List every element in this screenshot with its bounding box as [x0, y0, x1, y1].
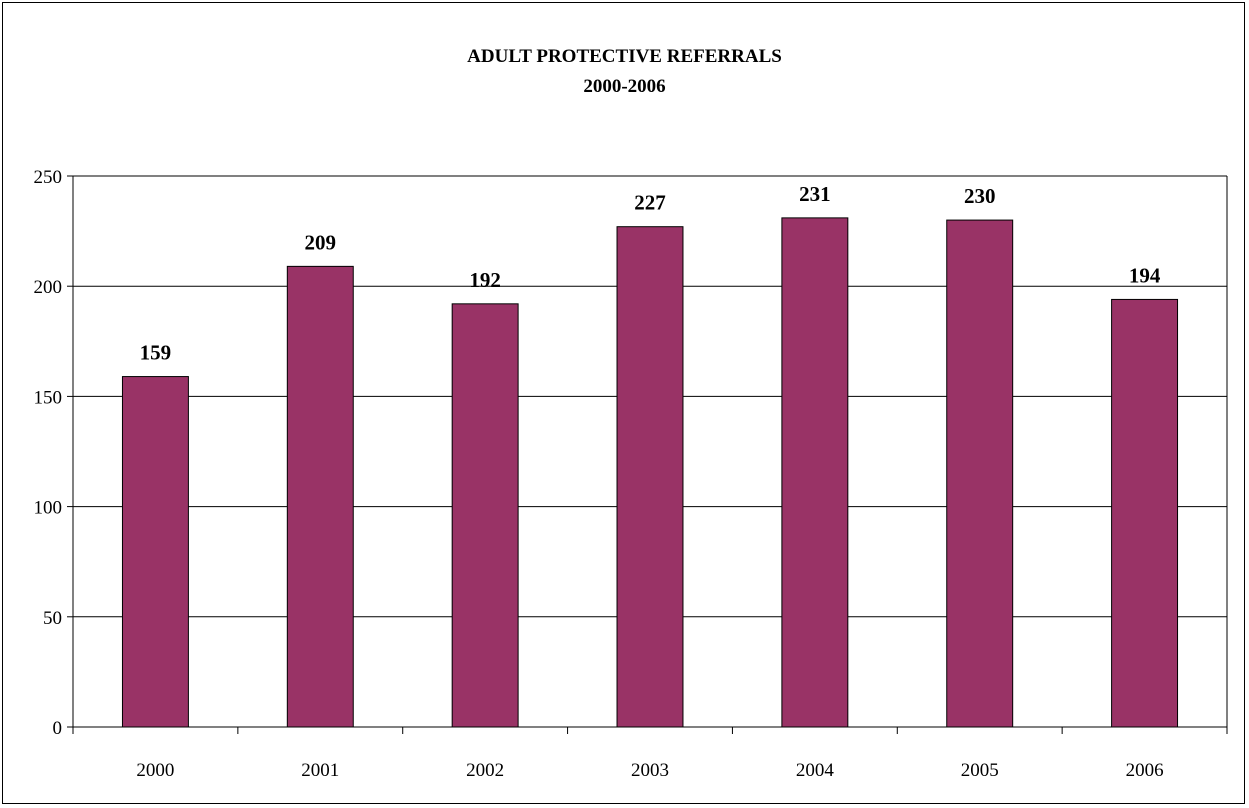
x-tick-label-2002: 2002 [466, 760, 504, 781]
data-label-2001: 209 [305, 230, 337, 254]
x-tick-label-2001: 2001 [301, 760, 339, 781]
bars [121, 217, 1179, 728]
bar-2001 [286, 265, 354, 728]
bar-2005 [946, 219, 1014, 728]
y-tick-label: 250 [34, 167, 63, 188]
data-labels: 159 209 192 227 231 230 194 [140, 182, 1161, 365]
y-tick-label: 150 [34, 387, 63, 408]
bar-2003 [616, 226, 684, 728]
data-label-2006: 194 [1129, 263, 1161, 287]
data-label-2003: 227 [634, 191, 666, 215]
bar-2002 [451, 303, 519, 728]
y-tick-labels: 0 50 100 150 200 250 [34, 167, 63, 739]
x-tick-label-2003: 2003 [631, 760, 669, 781]
bar-2006 [1111, 298, 1179, 728]
x-tick-label-2000: 2000 [136, 760, 174, 781]
axes [67, 175, 1228, 734]
data-label-2005: 230 [964, 184, 996, 208]
y-tick-label: 50 [43, 608, 62, 629]
x-tick-label-2005: 2005 [961, 760, 999, 781]
x-tick-label-2006: 2006 [1126, 760, 1164, 781]
bar-2004 [781, 217, 849, 728]
data-label-2000: 159 [140, 341, 172, 365]
y-tick-label: 200 [34, 277, 63, 298]
y-tick-label: 0 [53, 718, 63, 739]
chart-title: ADULT PROTECTIVE REFERRALS [467, 46, 782, 67]
y-tick-label: 100 [34, 498, 63, 519]
bar-2000 [121, 376, 189, 728]
x-tick-label-2004: 2004 [796, 760, 835, 781]
chart-subtitle: 2000-2006 [583, 76, 666, 97]
x-tick-labels: 2000 2001 2002 2003 2004 2005 2006 [136, 760, 1163, 781]
data-label-2004: 231 [799, 182, 831, 206]
data-label-2002: 192 [469, 268, 501, 292]
